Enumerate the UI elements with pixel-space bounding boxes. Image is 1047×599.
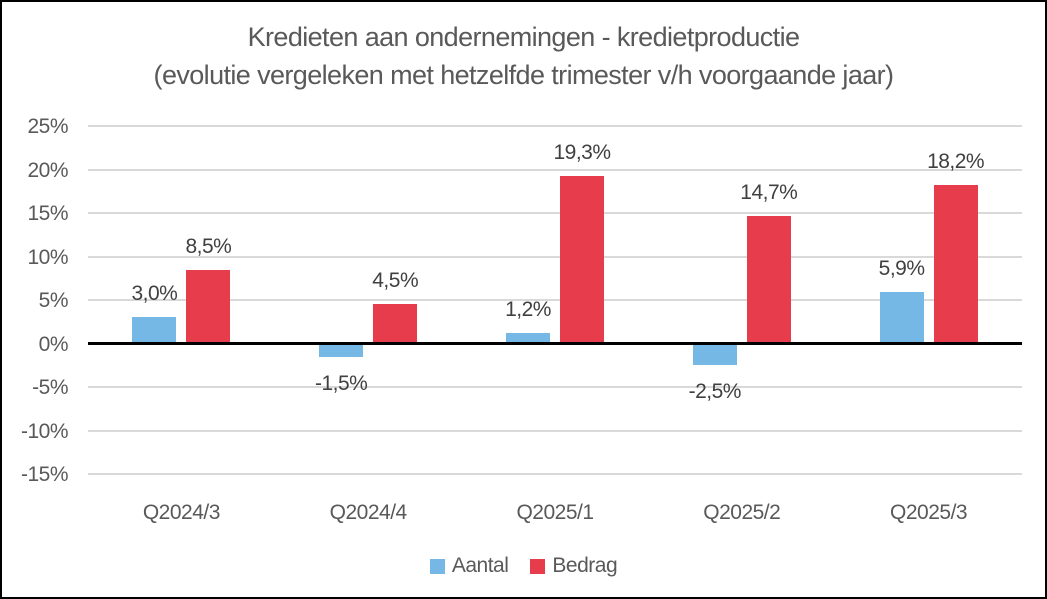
chart-title: Kredieten aan ondernemingen - kredietpro…	[247, 22, 800, 52]
gridline	[88, 299, 1022, 301]
y-tick-label: 0%	[38, 332, 69, 356]
data-label: 4,5%	[372, 269, 419, 293]
x-axis-zero-line	[88, 342, 1022, 345]
data-label: 8,5%	[185, 234, 232, 258]
y-tick-label: 20%	[27, 158, 68, 182]
legend-item-bedrag: Bedrag	[530, 554, 618, 578]
x-category-label: Q2024/4	[329, 501, 408, 524]
aantal-legend-swatch	[429, 558, 445, 574]
bedrag-bar	[373, 304, 418, 344]
bedrag-bar	[933, 185, 978, 344]
legend-label: Aantal	[451, 554, 509, 577]
chart-title-block: Kredieten aan ondernemingen - kredietpro…	[2, 18, 1045, 94]
y-tick-label: 25%	[27, 115, 68, 138]
aantal-bar	[879, 292, 924, 344]
y-tick-label: 15%	[27, 202, 68, 225]
bedrag-bar	[186, 269, 231, 344]
data-label: 14,7%	[740, 180, 798, 204]
plot-area: 3,0% 8,5% -1,5% 4,5% 1,2% 19,3% -2,5% 14,7% 5,9%…	[88, 125, 1022, 475]
x-category-label: Q2025/3	[890, 501, 968, 524]
data-label: -1,5%	[315, 371, 368, 395]
gridline	[88, 212, 1022, 214]
y-tick-label: -10%	[20, 419, 69, 443]
data-label: 18,2%	[927, 150, 985, 174]
chart-subtitle: (evolutie vergeleken met hetzelfde trime…	[153, 60, 895, 90]
data-label: 5,9%	[878, 257, 925, 281]
data-label: 19,3%	[553, 140, 611, 164]
gridline	[88, 429, 1022, 432]
x-category-label: Q2024/3	[142, 501, 221, 524]
x-category-label: Q2025/2	[703, 501, 781, 524]
data-label: 1,2%	[505, 298, 551, 322]
gridline	[88, 125, 1022, 127]
gridline	[88, 168, 1022, 171]
gridline	[88, 473, 1022, 475]
y-tick-label: 5%	[38, 289, 69, 312]
bedrag-bar	[560, 175, 604, 344]
data-label: 3,0%	[131, 282, 178, 306]
data-label: -2,5%	[688, 380, 742, 404]
bedrag-bar	[746, 215, 791, 344]
aantal-bar	[319, 343, 364, 357]
x-category-label: Q2025/1	[516, 501, 594, 524]
legend: Aantal Bedrag	[2, 553, 1045, 579]
bedrag-legend-swatch	[530, 558, 546, 574]
aantal-bar	[132, 317, 177, 344]
gridline	[88, 255, 1022, 258]
y-tick-label: 10%	[27, 245, 68, 269]
y-tick-label: -5%	[32, 376, 68, 399]
legend-item-aantal: Aantal	[429, 554, 509, 578]
legend-label: Bedrag	[552, 554, 618, 577]
gridline	[88, 386, 1022, 388]
y-tick-label: -15%	[20, 463, 69, 486]
aantal-bar	[692, 343, 737, 366]
aantal-bar	[506, 333, 550, 344]
